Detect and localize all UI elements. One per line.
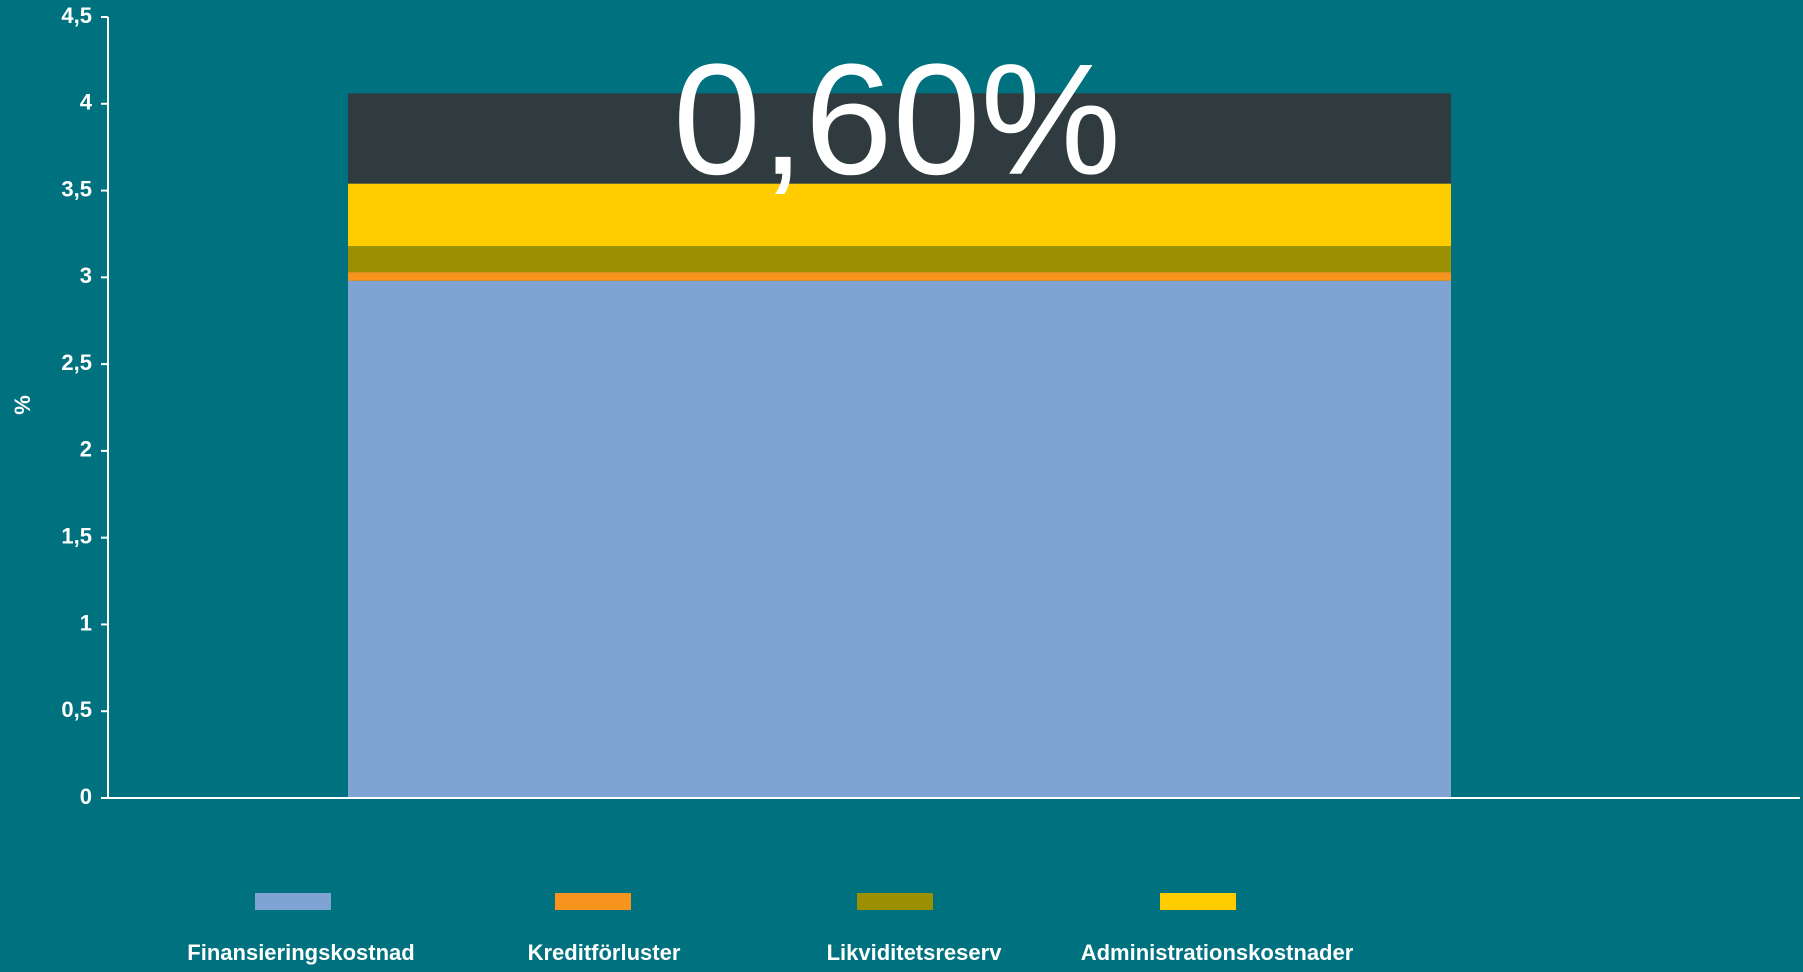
y-axis-label: % [10,395,35,415]
legend-label: Finansieringskostnad [187,940,414,965]
legend-label: Administrationskostnader [1081,940,1354,965]
legend-swatch [555,893,631,910]
y-tick-label: 4 [80,90,93,115]
y-tick-label: 3,5 [61,176,92,201]
y-tick-label: 1,5 [61,523,92,548]
y-tick-label: 0 [80,784,92,809]
legend-swatch [255,893,331,910]
legend-label: Kreditförluster [528,940,681,965]
y-tick-label: 3 [80,263,92,288]
legend-label: Likviditetsreserv [827,940,1003,965]
bar-segment [348,93,1451,184]
annotation: 0,60% [673,32,1121,208]
bar-segment [348,280,1451,798]
bar-segment [348,272,1451,281]
legend-swatch [857,893,933,910]
y-tick-label: 4,5 [61,3,92,28]
y-tick-label: 2,5 [61,350,92,375]
y-tick-label: 2 [80,437,92,462]
y-tick-label: 0,5 [61,697,92,722]
legend-swatch [1160,893,1236,910]
y-tick-label: 1 [80,610,92,635]
bar-segment [348,183,1451,247]
bar-segment [348,246,1451,273]
